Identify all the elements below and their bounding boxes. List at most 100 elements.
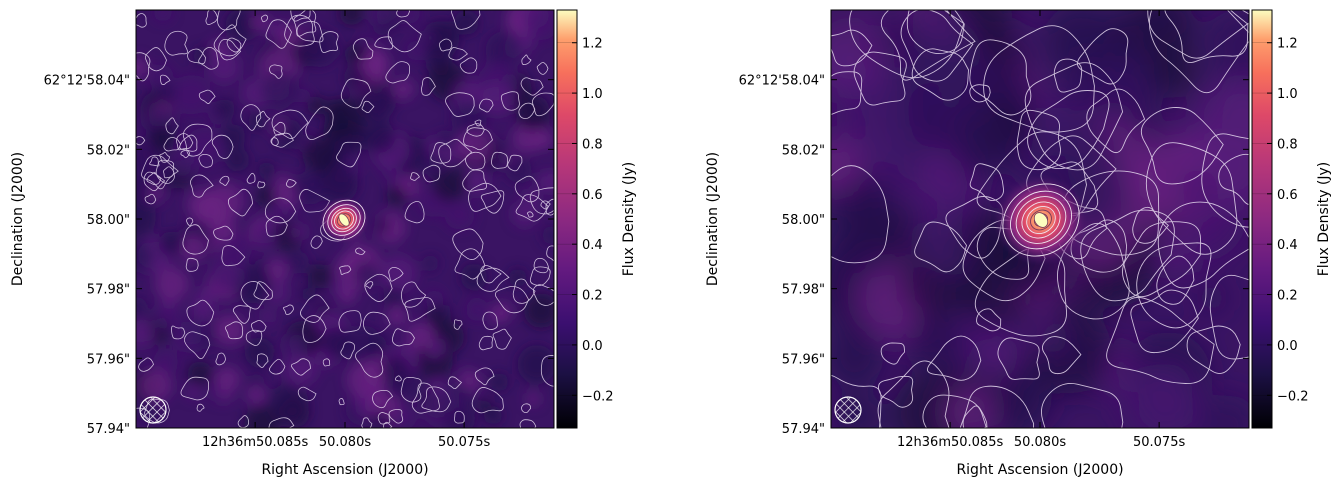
noise-blob [442,407,473,428]
noise-blob [484,406,503,425]
contour-line [273,121,286,136]
contour-line [296,20,324,43]
contour-line [1041,336,1082,375]
contour-line [136,52,151,82]
y-tick-label: 62°12'58.04" [739,74,825,89]
noise-blob [210,216,237,242]
noise-blob [427,344,442,360]
contour-line [546,245,554,262]
contour-line [217,10,241,31]
noise-blob [170,321,203,353]
noise-blob [489,372,509,392]
source-contour [1015,196,1067,244]
noise-blob [300,28,339,68]
contour-line [532,92,554,117]
noise-blob [254,185,277,207]
contour-line [221,245,246,267]
noise-blob [422,255,439,272]
noise-blob [526,96,549,120]
noise-blob [421,30,435,44]
contour-line [1145,142,1238,255]
contour-line [448,46,469,61]
contour-line [454,248,486,280]
contour-line [527,211,534,218]
contour-line [969,39,1032,116]
noise-blob [978,338,1019,379]
contour-line [1147,10,1249,59]
contour-line [246,172,256,184]
contour-line [529,187,554,215]
contour-line [900,10,974,82]
noise-blob [444,199,475,230]
noise-blob [296,88,310,103]
contour-line [336,141,362,168]
noise-blob [386,305,408,327]
contour-line [445,92,475,117]
contour-line [155,159,175,184]
contour-line [187,48,206,65]
contour-line [465,151,486,171]
contour-line [176,133,194,151]
contour-line [1130,289,1199,354]
right-image [831,10,1249,428]
noise-blob [302,137,337,172]
noise-blob [286,250,309,274]
noise-blob [320,166,358,204]
noise-blob [511,200,538,227]
contour-line [198,46,219,70]
noise-blob [906,313,961,368]
contour-line [474,367,495,386]
contour-line [880,342,906,365]
contour-line [404,297,436,322]
noise-blob [214,314,246,346]
noise-blob [490,308,506,324]
noise-blob [346,361,384,399]
contour-line [1148,10,1249,94]
noise-blob [1178,168,1218,208]
contour-line [394,375,402,382]
colorbar-tick-label: 0.8 [582,137,603,152]
contour-line [186,217,194,227]
source-peak [1033,212,1049,228]
contour-line [922,394,987,428]
contour-line [322,358,331,367]
contour-line [300,294,330,323]
noise-blob [153,301,183,330]
noise-blob [254,258,269,273]
contour-line [338,398,345,406]
noise-blob [246,385,266,404]
contour-line [404,200,425,224]
contour-line [1132,206,1170,244]
right-source [993,174,1089,266]
contour-line [439,38,453,52]
contour-line [849,10,965,79]
contour-line [364,273,393,302]
contour-line [453,319,463,330]
contour-line [265,215,288,237]
noise-blob [394,406,417,428]
noise-blob [214,366,241,392]
noise-blob [154,267,189,302]
contour-line [492,328,512,350]
colorbar-tick-label: −0.2 [582,389,614,404]
contour-line [421,77,436,96]
contour-line [250,320,267,333]
contour-line [255,110,271,128]
contour-line [355,342,384,378]
colorbar-tick-label: 0.6 [582,188,603,203]
contour-line [253,281,273,301]
contour-line [159,151,171,163]
contour-line [452,228,484,260]
contour-line [1201,133,1249,228]
contour-line [831,374,882,428]
noise-blob [396,10,421,24]
contour-line [521,403,532,414]
contour-line [340,78,372,109]
contour-line [1053,58,1083,93]
source-contour [327,204,361,236]
contour-line [514,175,540,203]
noise-blob [508,268,527,287]
noise-blob [153,350,178,376]
contour-line [1106,296,1215,384]
contour-line [149,156,160,167]
